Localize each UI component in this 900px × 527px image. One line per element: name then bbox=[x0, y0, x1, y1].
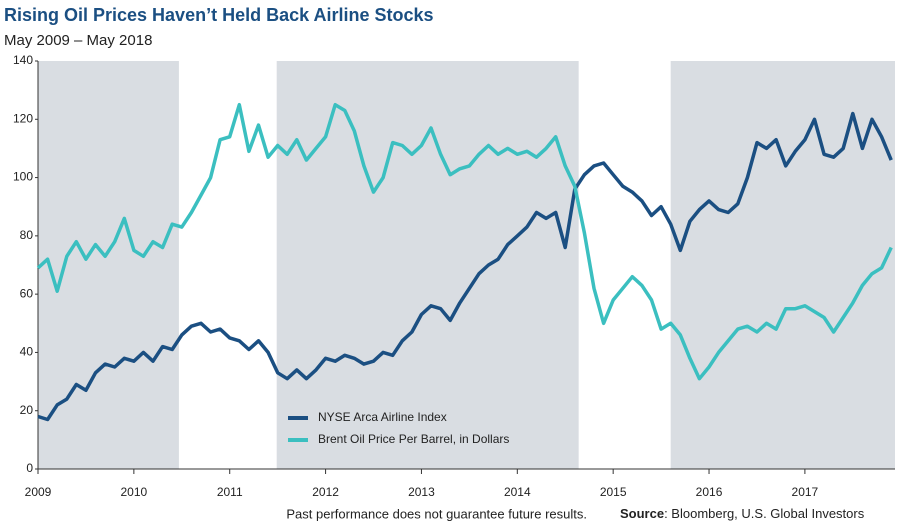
x-tick-label: 2017 bbox=[792, 485, 819, 499]
shaded-period bbox=[276, 61, 579, 469]
shaded-period bbox=[38, 61, 179, 469]
y-tick-label: 20 bbox=[20, 403, 34, 417]
source-text: : Bloomberg, U.S. Global Investors bbox=[664, 506, 865, 521]
x-tick-label: 2010 bbox=[121, 485, 148, 499]
x-tick-label: 2016 bbox=[696, 485, 723, 499]
chart-subtitle: May 2009 – May 2018 bbox=[4, 32, 152, 49]
x-tick-label: 2011 bbox=[217, 485, 243, 499]
legend-label: NYSE Arca Airline Index bbox=[318, 410, 447, 424]
x-tick-label: 2009 bbox=[25, 485, 52, 499]
footnote: Past performance does not guarantee futu… bbox=[286, 506, 587, 521]
x-tick-label: 2012 bbox=[312, 485, 339, 499]
source-label: Source bbox=[620, 506, 664, 521]
chart-title: Rising Oil Prices Haven’t Held Back Airl… bbox=[4, 5, 434, 25]
y-tick-label: 40 bbox=[20, 345, 34, 359]
x-tick-label: 2015 bbox=[600, 485, 627, 499]
source: Source: Bloomberg, U.S. Global Investors bbox=[620, 506, 865, 521]
x-tick-label: 2013 bbox=[408, 485, 435, 499]
shaded-period bbox=[670, 61, 895, 469]
y-tick-label: 80 bbox=[20, 228, 34, 242]
x-tick-label: 2014 bbox=[504, 485, 531, 499]
y-tick-label: 120 bbox=[13, 111, 33, 125]
legend-label: Brent Oil Price Per Barrel, in Dollars bbox=[318, 432, 509, 446]
shading bbox=[38, 61, 895, 469]
y-tick-label: 140 bbox=[13, 53, 33, 67]
series-line bbox=[37, 111, 893, 422]
y-tick-label: 60 bbox=[20, 286, 34, 300]
series-line bbox=[36, 102, 893, 381]
y-tick-label: 100 bbox=[13, 170, 33, 184]
y-tick-label: 0 bbox=[26, 461, 33, 475]
